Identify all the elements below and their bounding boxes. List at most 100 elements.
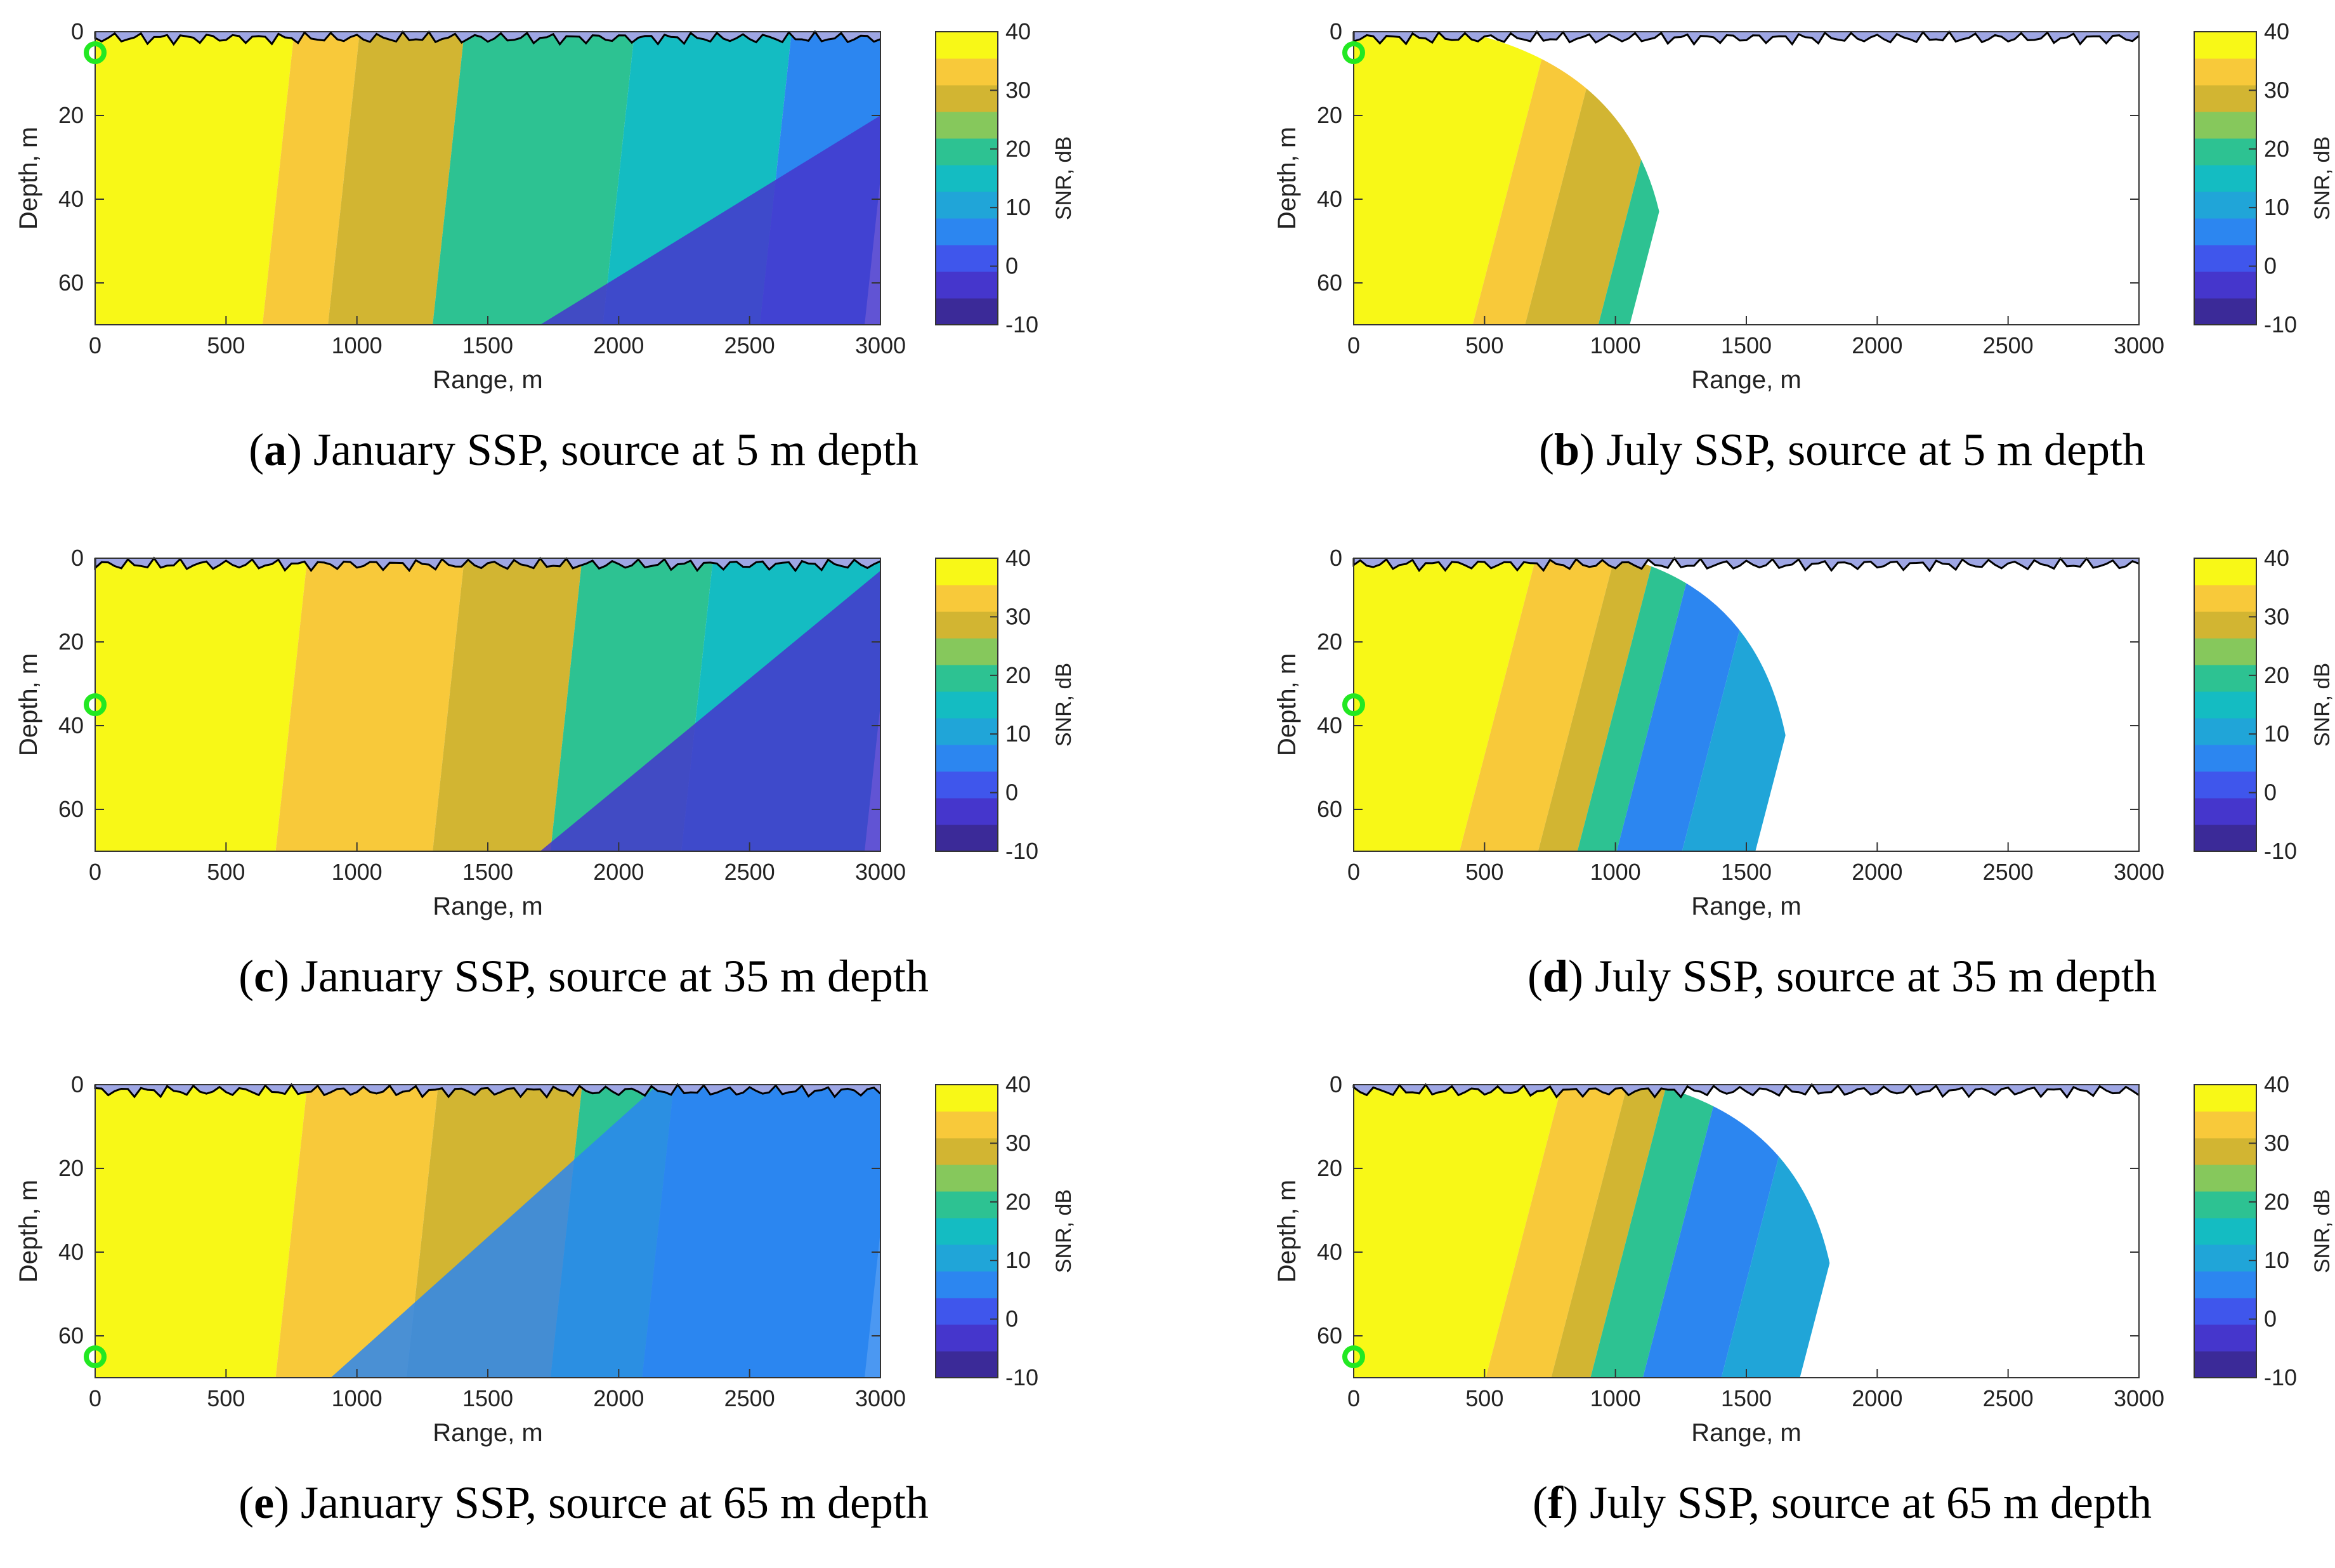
sea-surface-c <box>95 558 880 571</box>
x-axis-label-d: Range, m <box>1691 892 1801 920</box>
y-tick-label-b-0: 0 <box>1330 18 1342 44</box>
colorbar-segment-b-5 <box>2194 165 2256 192</box>
x-tick-label-c-1000: 1000 <box>332 859 383 885</box>
colorbar-tick-label-f-40: 40 <box>2264 1071 2289 1097</box>
colorbar-tick-label-e-30: 30 <box>1005 1130 1031 1156</box>
colorbar-segment-a-7 <box>936 112 998 139</box>
colorbar-tick-label-e-10: 10 <box>1005 1247 1031 1273</box>
x-tick-label-a-2000: 2000 <box>593 332 644 358</box>
caption-e: (e) January SSP, source at 65 m depth <box>239 1477 929 1528</box>
colorbar-segment-a-3 <box>936 218 998 245</box>
colorbar-segment-c-9 <box>936 585 998 612</box>
colorbar-segment-e-1 <box>936 1324 998 1352</box>
sea-surface-d <box>1354 558 2139 571</box>
plot-a: 0 500 1000 1500 2000 2500 3000 0 20 40 60 Range, m D… <box>15 18 1076 394</box>
caption-letter-d: d <box>1542 951 1569 1002</box>
snr-band-d-2 <box>1538 558 1654 851</box>
x-tick-label-d-0: 0 <box>1347 859 1360 885</box>
snr-band-a-2 <box>328 32 465 325</box>
colorbar-segment-d-4 <box>2194 718 2256 745</box>
colorbar-tick-label-e-20: 20 <box>1005 1189 1031 1215</box>
colorbar-segment-b-1 <box>2194 271 2256 299</box>
colorbar-segment-b-4 <box>2194 192 2256 219</box>
colorbar-box-d <box>2194 558 2257 852</box>
caption-text-c: ) January SSP, source at 35 m depth <box>274 951 929 1002</box>
colorbar-segment-a-5 <box>936 165 998 192</box>
caption-text-a: ) January SSP, source at 5 m depth <box>287 424 919 475</box>
plot-f: 0 500 1000 1500 2000 2500 3000 0 20 40 60 Range, m D… <box>1273 1071 2334 1447</box>
colorbar-segment-d-3 <box>2194 745 2256 772</box>
caption-letter-b: b <box>1553 424 1580 475</box>
snr-band-f-3 <box>1590 1085 1719 1378</box>
snr-field-d <box>1354 558 1794 851</box>
colorbar-segment-d-8 <box>2194 611 2256 639</box>
y-tick-label-e-60: 60 <box>58 1323 84 1349</box>
colorbar-box-f <box>2194 1084 2257 1378</box>
colorbar-segment-c-7 <box>936 638 998 665</box>
colorbar-segment-e-3 <box>936 1271 998 1298</box>
y-tick-label-c-0: 0 <box>71 545 84 571</box>
colorbar-segment-b-8 <box>2194 85 2256 112</box>
x-tick-label-a-2500: 2500 <box>724 332 775 358</box>
x-tick-label-b-0: 0 <box>1347 332 1360 358</box>
colorbar-segment-c-0 <box>936 825 998 852</box>
colorbar-segment-f-5 <box>2194 1218 2256 1245</box>
plot-e: 0 500 1000 1500 2000 2500 3000 0 20 40 60 Range, m D… <box>15 1071 1076 1447</box>
x-tick-label-a-1500: 1500 <box>462 332 513 358</box>
colorbar-tick-label-b-0: 0 <box>2264 253 2277 279</box>
colorbar-tick-label-a-10: 10 <box>1005 194 1031 220</box>
x-tick-label-f-500: 500 <box>1465 1385 1503 1411</box>
x-tick-label-b-2000: 2000 <box>1852 332 1902 358</box>
colorbar-segment-b-10 <box>2194 32 2256 59</box>
colorbar-segment-f-9 <box>2194 1111 2256 1139</box>
snr-band-f-0 <box>1354 1085 1562 1378</box>
colorbar-box-e <box>935 1084 998 1378</box>
caption-f: (f) July SSP, source at 65 m depth <box>1533 1477 2152 1528</box>
snr-band-d-3 <box>1577 558 1693 851</box>
x-tick-label-d-2500: 2500 <box>1983 859 2034 885</box>
y-tick-label-a-40: 40 <box>58 186 84 212</box>
snr-band-c-0 <box>95 558 308 851</box>
colorbar-segment-a-2 <box>936 245 998 272</box>
colorbar-tick-label-b-40: 40 <box>2264 18 2289 44</box>
colorbar-segment-e-7 <box>936 1165 998 1192</box>
y-tick-label-f-0: 0 <box>1330 1071 1342 1097</box>
colorbar-segment-c-6 <box>936 665 998 692</box>
plot-b: 0 500 1000 1500 2000 2500 3000 0 20 40 60 Range, m D… <box>1273 18 2334 394</box>
colorbar-segment-d-1 <box>2194 798 2256 825</box>
colorbar-tick-label-f--10: -10 <box>2264 1364 2297 1390</box>
colorbar-segment-e-0 <box>936 1351 998 1378</box>
sea-surface-e <box>95 1085 880 1097</box>
colorbar-segment-b-0 <box>2194 298 2256 325</box>
y-tick-label-d-0: 0 <box>1330 545 1342 571</box>
x-tick-label-a-500: 500 <box>207 332 245 358</box>
snr-band-d-5 <box>1682 558 1794 851</box>
x-tick-label-c-3000: 3000 <box>855 859 906 885</box>
colorbar-tick-label-c--10: -10 <box>1005 838 1038 864</box>
colorbar-segment-f-1 <box>2194 1324 2256 1352</box>
sea-surface-line-b <box>1352 30 2140 46</box>
sea-surface-line-c <box>94 556 881 573</box>
panel-c: 0 500 1000 1500 2000 2500 3000 0 20 40 60 Range, m D… <box>0 526 1167 1042</box>
x-tick-label-a-3000: 3000 <box>855 332 906 358</box>
x-tick-label-e-1000: 1000 <box>332 1385 383 1411</box>
x-tick-label-c-1500: 1500 <box>462 859 513 885</box>
colorbar-segment-b-7 <box>2194 112 2256 139</box>
colorbar-tick-label-e-0: 0 <box>1005 1306 1018 1332</box>
colorbar-segment-c-5 <box>936 691 998 719</box>
x-tick-label-b-500: 500 <box>1465 332 1503 358</box>
colorbar-segment-f-4 <box>2194 1245 2256 1272</box>
colorbar-box-a <box>935 31 998 325</box>
colorbar-tick-label-a--10: -10 <box>1005 311 1038 337</box>
x-axis-label-c: Range, m <box>433 892 542 920</box>
colorbar-segment-e-4 <box>936 1245 998 1272</box>
colorbar-segment-f-2 <box>2194 1298 2256 1325</box>
colorbar-segment-a-9 <box>936 58 998 86</box>
y-tick-label-d-60: 60 <box>1317 796 1342 822</box>
x-tick-label-f-2000: 2000 <box>1852 1385 1902 1411</box>
plot-d: 0 500 1000 1500 2000 2500 3000 0 20 40 60 Range, m D… <box>1273 545 2334 920</box>
colorbar-segment-d-10 <box>2194 558 2256 585</box>
colorbar-segment-c-8 <box>936 611 998 639</box>
colorbar-tick-label-f-0: 0 <box>2264 1306 2277 1332</box>
